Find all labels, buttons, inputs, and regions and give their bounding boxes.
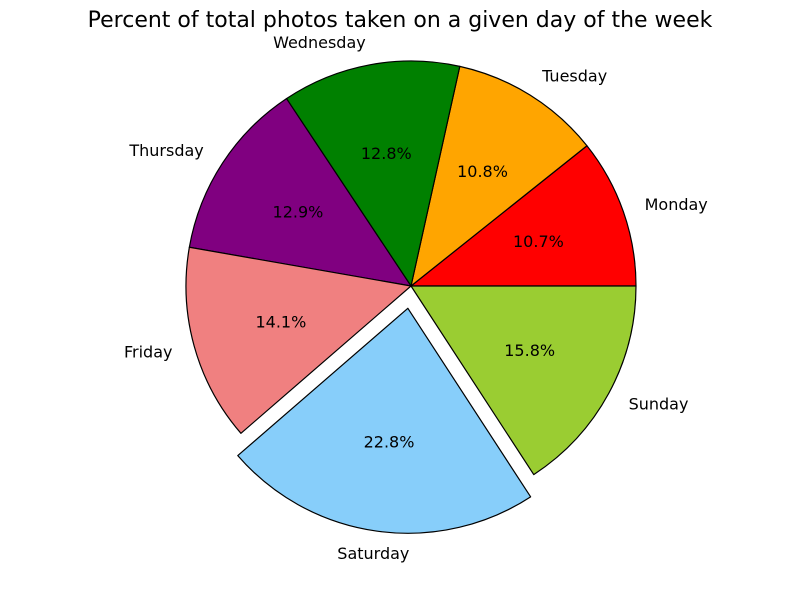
category-label-sunday: Sunday — [629, 394, 689, 413]
pie-slice-friday — [185, 246, 412, 434]
pie-slice-thursday — [188, 98, 412, 287]
pct-label-saturday: 22.8% — [364, 432, 415, 451]
category-label-friday: Friday — [124, 343, 173, 362]
pct-label-friday: 14.1% — [255, 313, 306, 332]
pct-label-sunday: 15.8% — [504, 341, 555, 360]
category-label-thursday: Thursday — [128, 141, 203, 160]
chart-title: Percent of total photos taken on a given… — [87, 8, 713, 33]
pie-slice-wednesday — [285, 60, 461, 287]
pct-label-wednesday: 12.8% — [361, 144, 412, 163]
category-label-monday: Monday — [645, 195, 708, 214]
pct-label-monday: 10.7% — [513, 232, 564, 251]
pct-label-thursday: 12.9% — [273, 203, 324, 222]
pie-slice-sunday — [410, 285, 637, 476]
category-label-saturday: Saturday — [337, 544, 409, 563]
pie-slice-tuesday — [410, 65, 588, 287]
pie-slice-monday — [410, 145, 637, 287]
pie-slice-saturday — [237, 307, 532, 534]
pct-label-tuesday: 10.8% — [457, 162, 508, 181]
category-label-tuesday: Tuesday — [541, 67, 607, 86]
category-label-wednesday: Wednesday — [273, 33, 366, 52]
